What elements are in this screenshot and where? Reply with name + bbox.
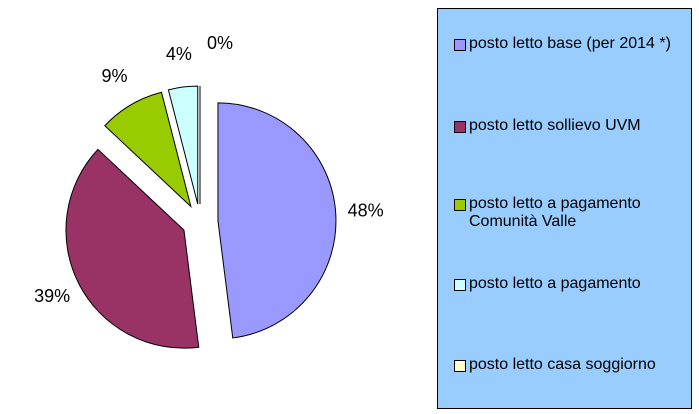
legend-item: posto letto base (per 2014 *) xyxy=(454,35,688,53)
data-label: 4% xyxy=(166,44,192,64)
data-label: 9% xyxy=(101,66,127,86)
legend-swatch xyxy=(454,39,466,51)
pie-slice xyxy=(167,85,199,205)
legend-swatch xyxy=(454,360,466,372)
legend-label: posto letto sollievo UVM xyxy=(469,117,641,134)
pie-area: 48% 39% 9% 4% 0% xyxy=(34,33,384,349)
pie-slice xyxy=(104,91,192,209)
legend-swatch xyxy=(454,121,466,133)
legend-item: posto letto a pagamento xyxy=(454,275,688,293)
data-label: 48% xyxy=(348,200,384,220)
legend-swatch xyxy=(454,199,466,211)
legend-item: posto letto a pagamento Comunità Valle xyxy=(454,195,688,231)
legend-label: posto letto a pagamento xyxy=(469,275,641,292)
legend-label: posto letto base (per 2014 *) xyxy=(469,35,671,52)
legend: posto letto base (per 2014 *) posto letto… xyxy=(437,8,692,409)
legend-label: posto letto a pagamento Comunità Valle xyxy=(469,195,641,230)
pie-slice xyxy=(65,148,200,349)
legend-swatch xyxy=(454,279,466,291)
data-label: 0% xyxy=(207,33,233,53)
legend-item: posto letto casa soggiorno xyxy=(454,356,688,374)
legend-label: posto letto casa soggiorno xyxy=(469,356,656,373)
pie-slice xyxy=(217,102,337,339)
legend-item: posto letto sollievo UVM xyxy=(454,117,688,135)
data-label: 39% xyxy=(34,286,70,306)
